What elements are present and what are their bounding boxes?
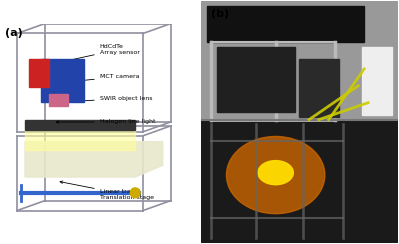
- Bar: [29, 59, 49, 87]
- Text: SWIR object lens: SWIR object lens: [60, 96, 152, 103]
- Bar: [362, 47, 392, 115]
- Bar: [207, 6, 364, 42]
- Bar: [41, 59, 84, 102]
- Text: MCT camera: MCT camera: [64, 74, 139, 83]
- Bar: [25, 130, 135, 150]
- Ellipse shape: [258, 161, 293, 185]
- Bar: [49, 94, 68, 106]
- Bar: [217, 47, 295, 112]
- Circle shape: [130, 188, 140, 198]
- Text: (b): (b): [211, 9, 229, 19]
- Ellipse shape: [227, 136, 325, 214]
- Text: Linear travel
Translation stage: Linear travel Translation stage: [60, 181, 154, 200]
- Bar: [201, 120, 398, 243]
- Polygon shape: [25, 142, 163, 177]
- Bar: [25, 120, 135, 130]
- Text: Halogen line light: Halogen line light: [56, 120, 155, 124]
- Text: (a): (a): [5, 28, 23, 38]
- Text: HdCdTe
Array sensor: HdCdTe Array sensor: [42, 44, 140, 67]
- Bar: [299, 59, 339, 117]
